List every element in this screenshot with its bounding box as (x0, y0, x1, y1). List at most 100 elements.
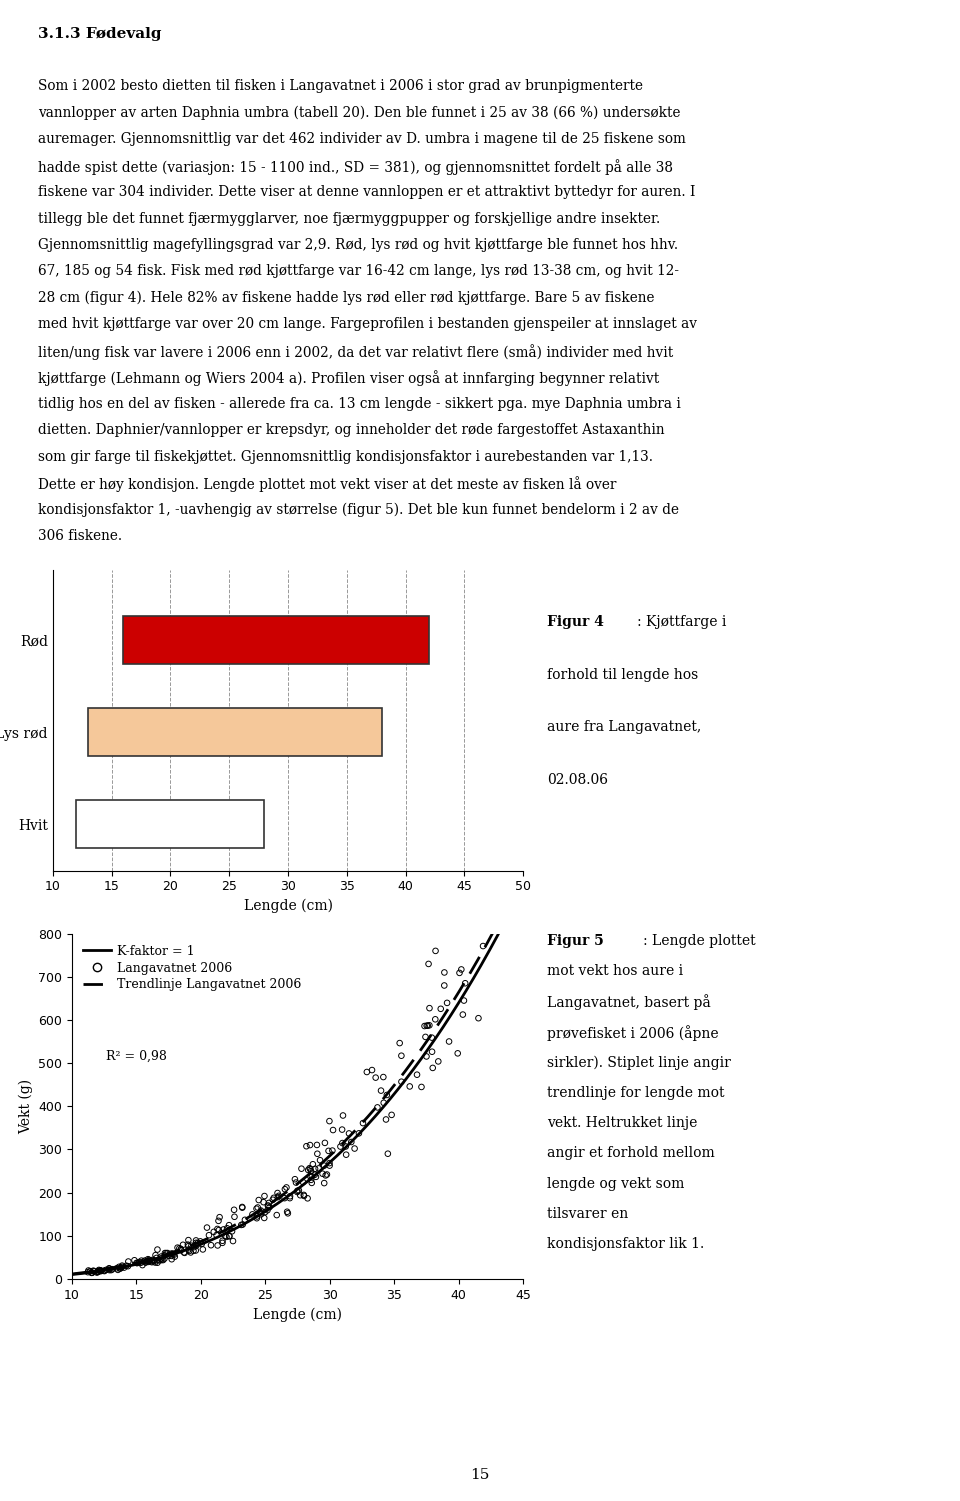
Point (114, 1253, 130, 1277)
Point (297, 1184, 312, 1208)
Point (276, 1186, 292, 1210)
Point (311, 1156, 326, 1180)
Point (83, 1259, 98, 1283)
Point (114, 1255, 130, 1279)
Point (218, 1223, 233, 1247)
Point (260, 1193, 276, 1217)
Point (260, 1198, 276, 1222)
Point (437, 961, 452, 985)
Point (308, 1165, 324, 1189)
Point (212, 1205, 228, 1229)
Point (144, 1249, 159, 1273)
Text: auremager. Gjennomsnittlig var det 462 individer av D. umbra i magene til de 25 : auremager. Gjennomsnittlig var det 462 i… (38, 132, 686, 146)
Point (183, 1240, 199, 1264)
Point (305, 1153, 321, 1177)
Point (211, 1219, 227, 1243)
Point (140, 1247, 156, 1271)
Text: tidlig hos en del av fisken - allerede fra ca. 13 cm lengde - sikkert pga. mye D: tidlig hos en del av fisken - allerede f… (38, 396, 682, 411)
Point (335, 1103, 350, 1127)
Point (325, 1118, 341, 1142)
Text: liten/ung fisk var lavere i 2006 enn i 2002, da det var relativt flere (små) ind: liten/ung fisk var lavere i 2006 enn i 2… (38, 344, 674, 360)
Point (158, 1241, 174, 1265)
Text: med hvit kjøttfarge var over 20 cm lange. Fargeprofilen i bestanden gjenspeiler : med hvit kjøttfarge var over 20 cm lange… (38, 317, 697, 332)
Point (296, 1183, 311, 1207)
Point (265, 1187, 280, 1211)
Point (150, 1249, 165, 1273)
Point (111, 1255, 127, 1279)
Point (322, 1151, 337, 1175)
Point (375, 1066, 391, 1090)
Point (110, 1258, 126, 1282)
Point (104, 1258, 119, 1282)
Point (282, 1184, 298, 1208)
Text: vekt. Heltrukket linje: vekt. Heltrukket linje (547, 1115, 698, 1130)
Point (300, 1157, 316, 1181)
Text: dietten. Daphnier/vannlopper er krepsdyr, og inneholder det røde fargestoffet As: dietten. Daphnier/vannlopper er krepsdyr… (38, 423, 665, 437)
Point (309, 1133, 324, 1157)
Point (320, 1162, 335, 1186)
Point (342, 1121, 357, 1145)
Point (200, 1216, 215, 1240)
Point (351, 1121, 367, 1145)
Point (384, 1103, 399, 1127)
Point (440, 991, 455, 1015)
Point (235, 1213, 251, 1237)
Point (133, 1249, 149, 1273)
Point (127, 1249, 142, 1273)
Text: Som i 2002 besto dietten til fisken i Langavatnet i 2006 i stor grad av brunpigm: Som i 2002 besto dietten til fisken i La… (38, 80, 643, 93)
Point (116, 1255, 132, 1279)
Point (456, 989, 471, 1013)
Point (278, 1175, 294, 1199)
Point (282, 1186, 298, 1210)
Text: 67, 185 og 54 fisk. Fisk med rød kjøttfarge var 16-42 cm lange, lys rød 13-38 cm: 67, 185 og 54 fisk. Fisk med rød kjøttfa… (38, 264, 680, 279)
Point (339, 1142, 354, 1166)
Point (409, 1063, 424, 1087)
Point (452, 961, 468, 985)
Point (424, 1025, 440, 1049)
Point (425, 1055, 441, 1079)
Point (141, 1249, 156, 1273)
Text: Figur 5: Figur 5 (547, 934, 604, 947)
Point (266, 1186, 281, 1210)
Point (172, 1237, 187, 1261)
Legend: K-faktor = 1, Langavatnet 2006, Trendlinje Langavatnet 2006: K-faktor = 1, Langavatnet 2006, Trendlin… (79, 940, 306, 997)
Point (234, 1196, 250, 1220)
Point (157, 1241, 173, 1265)
Point (300, 1186, 315, 1210)
Point (302, 1133, 318, 1157)
Point (424, 1040, 440, 1064)
Point (302, 1165, 318, 1189)
Point (322, 1154, 337, 1178)
Point (454, 958, 469, 982)
Point (84, 1261, 99, 1285)
Point (145, 1247, 160, 1271)
Point (261, 1190, 276, 1214)
Point (102, 1256, 117, 1280)
Point (153, 1247, 168, 1271)
Point (420, 952, 436, 976)
Point (173, 1237, 188, 1261)
Point (302, 1157, 318, 1181)
Point (222, 1223, 237, 1247)
Text: kondisjonsfaktor lik 1.: kondisjonsfaktor lik 1. (547, 1237, 705, 1252)
Point (134, 1253, 150, 1277)
Point (419, 1013, 434, 1037)
Point (237, 1208, 252, 1232)
Text: trendlinje for lengde mot: trendlinje for lengde mot (547, 1085, 725, 1100)
Point (402, 1075, 418, 1099)
Point (318, 1163, 333, 1187)
Point (288, 1171, 303, 1195)
Point (380, 1142, 396, 1166)
Point (154, 1247, 169, 1271)
Point (317, 1130, 332, 1154)
Point (270, 1186, 285, 1210)
Point (359, 1060, 374, 1084)
Point (148, 1250, 163, 1274)
Point (226, 1229, 241, 1253)
Point (245, 1202, 260, 1226)
Point (294, 1157, 309, 1181)
Point (159, 1241, 175, 1265)
Text: 3.1.3 Fødevalg: 3.1.3 Fødevalg (38, 27, 162, 41)
Point (121, 1249, 136, 1273)
Point (186, 1238, 202, 1262)
